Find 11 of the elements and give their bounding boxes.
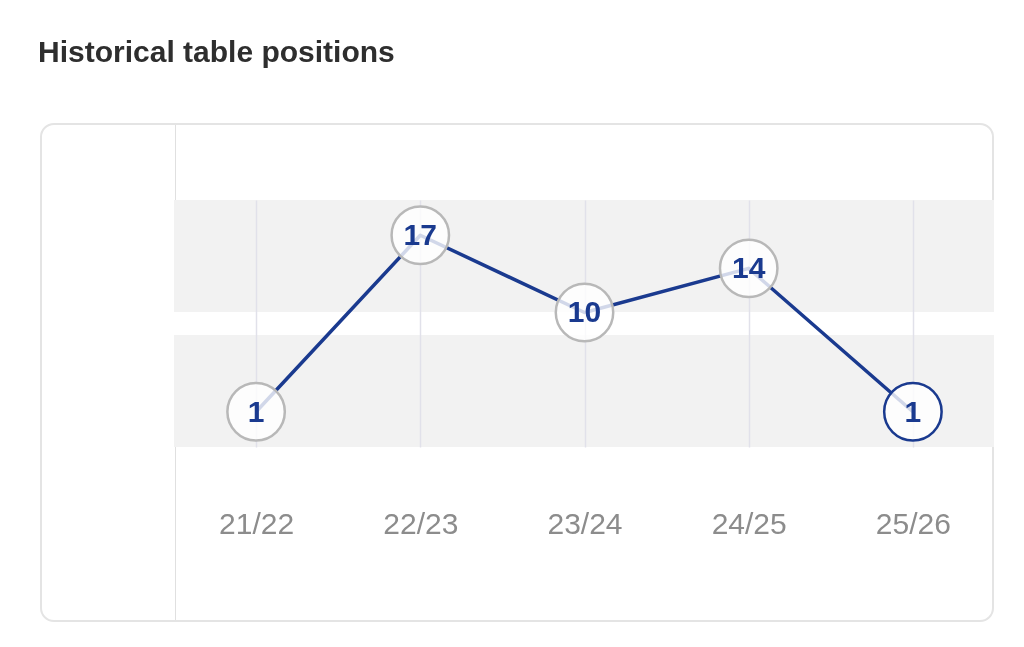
- data-label: 17: [403, 218, 437, 252]
- data-label: 10: [567, 295, 602, 329]
- chart-title: Historical table positions: [38, 35, 395, 68]
- x-tick-label: 23/24: [547, 506, 623, 540]
- x-tick-label: 25/26: [875, 506, 951, 540]
- data-label: 1: [247, 394, 265, 428]
- x-tick-label: 24/25: [711, 506, 787, 540]
- data-label: 14: [732, 251, 766, 285]
- x-tick-label: 22/23: [383, 506, 459, 540]
- x-tick-label: 21/22: [219, 506, 295, 540]
- data-label: 1: [904, 394, 922, 428]
